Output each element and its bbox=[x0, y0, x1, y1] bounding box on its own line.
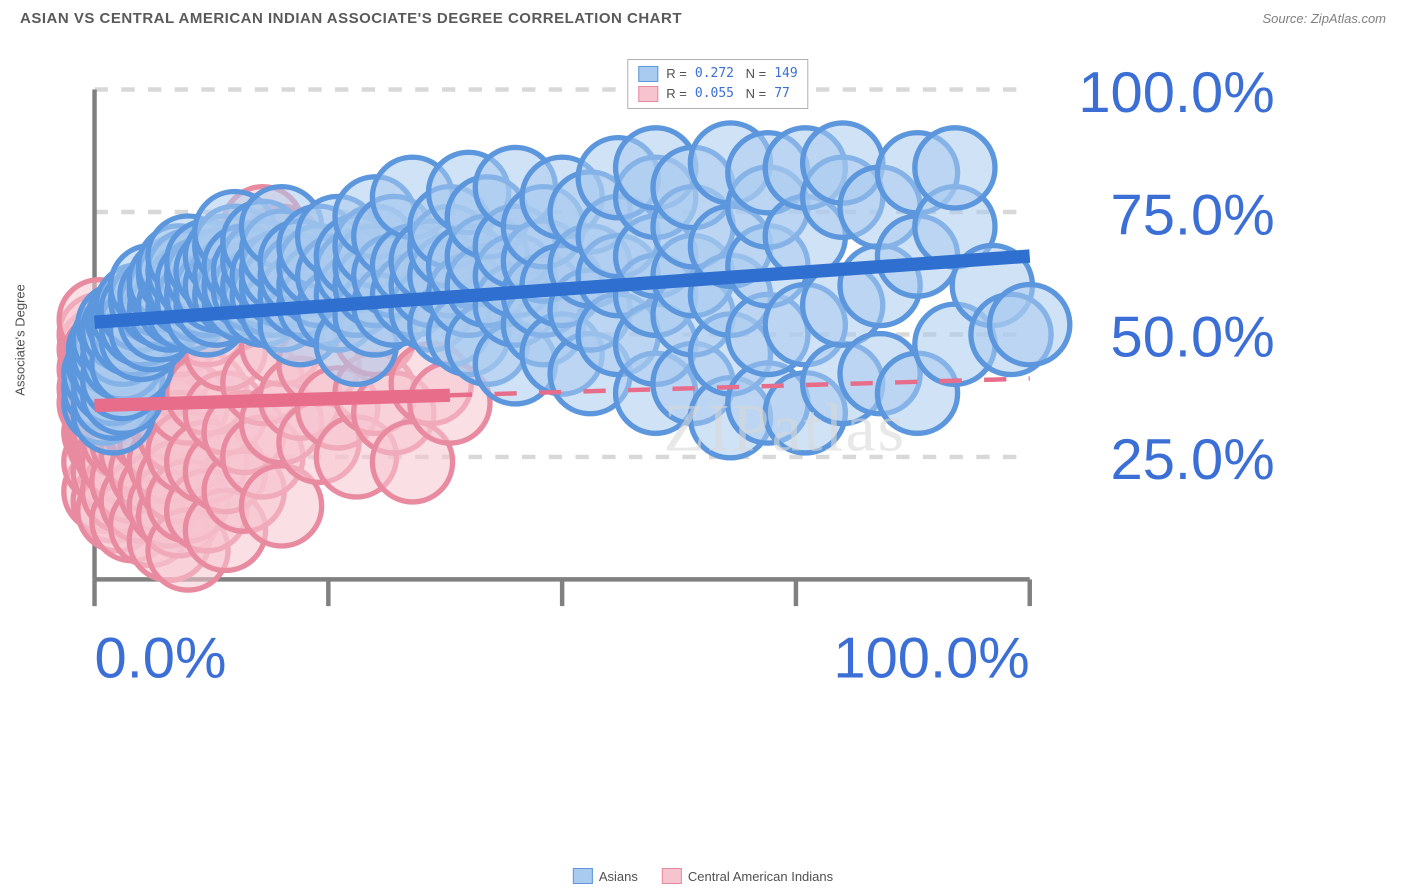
chart-source: Source: ZipAtlas.com bbox=[1262, 11, 1386, 26]
stat-n-label: N = bbox=[742, 64, 766, 84]
legend-row: R = 0.272 N = 149 bbox=[638, 64, 797, 84]
stat-n-label: N = bbox=[742, 84, 766, 104]
svg-text:100.0%: 100.0% bbox=[1078, 61, 1274, 125]
scatter-plot: 25.0% 50.0% 75.0% 100.0% 0.0% 100.0% bbox=[50, 45, 1386, 713]
chart-area: Associate's Degree 25.0%50.0%75.0%100.0%… bbox=[50, 45, 1386, 842]
y-axis-label: Associate's Degree bbox=[13, 284, 28, 396]
legend-item: Central American Indians bbox=[662, 868, 833, 884]
stat-r-value: 0.272 bbox=[695, 64, 734, 84]
chart-header: ASIAN VS CENTRAL AMERICAN INDIAN ASSOCIA… bbox=[0, 0, 1406, 27]
svg-text:25.0%: 25.0% bbox=[1111, 428, 1275, 492]
legend-swatch bbox=[573, 868, 593, 884]
svg-text:100.0%: 100.0% bbox=[833, 626, 1029, 690]
legend-swatch bbox=[638, 86, 658, 102]
svg-text:50.0%: 50.0% bbox=[1111, 306, 1275, 370]
chart-title: ASIAN VS CENTRAL AMERICAN INDIAN ASSOCIA… bbox=[20, 10, 682, 27]
legend-label: Asians bbox=[599, 869, 638, 884]
stat-n-value: 149 bbox=[774, 64, 797, 84]
legend-swatch bbox=[638, 66, 658, 82]
correlation-legend: R = 0.272 N = 149 R = 0.055 N = 77 bbox=[627, 59, 808, 109]
stat-r-label: R = bbox=[666, 64, 687, 84]
series-legend: Asians Central American Indians bbox=[573, 868, 833, 884]
stat-n-value: 77 bbox=[774, 84, 790, 104]
svg-text:75.0%: 75.0% bbox=[1111, 183, 1275, 247]
stat-r-value: 0.055 bbox=[695, 84, 734, 104]
legend-swatch bbox=[662, 868, 682, 884]
legend-row: R = 0.055 N = 77 bbox=[638, 84, 797, 104]
svg-text:0.0%: 0.0% bbox=[95, 626, 227, 690]
legend-item: Asians bbox=[573, 868, 638, 884]
stat-r-label: R = bbox=[666, 84, 687, 104]
legend-label: Central American Indians bbox=[688, 869, 833, 884]
